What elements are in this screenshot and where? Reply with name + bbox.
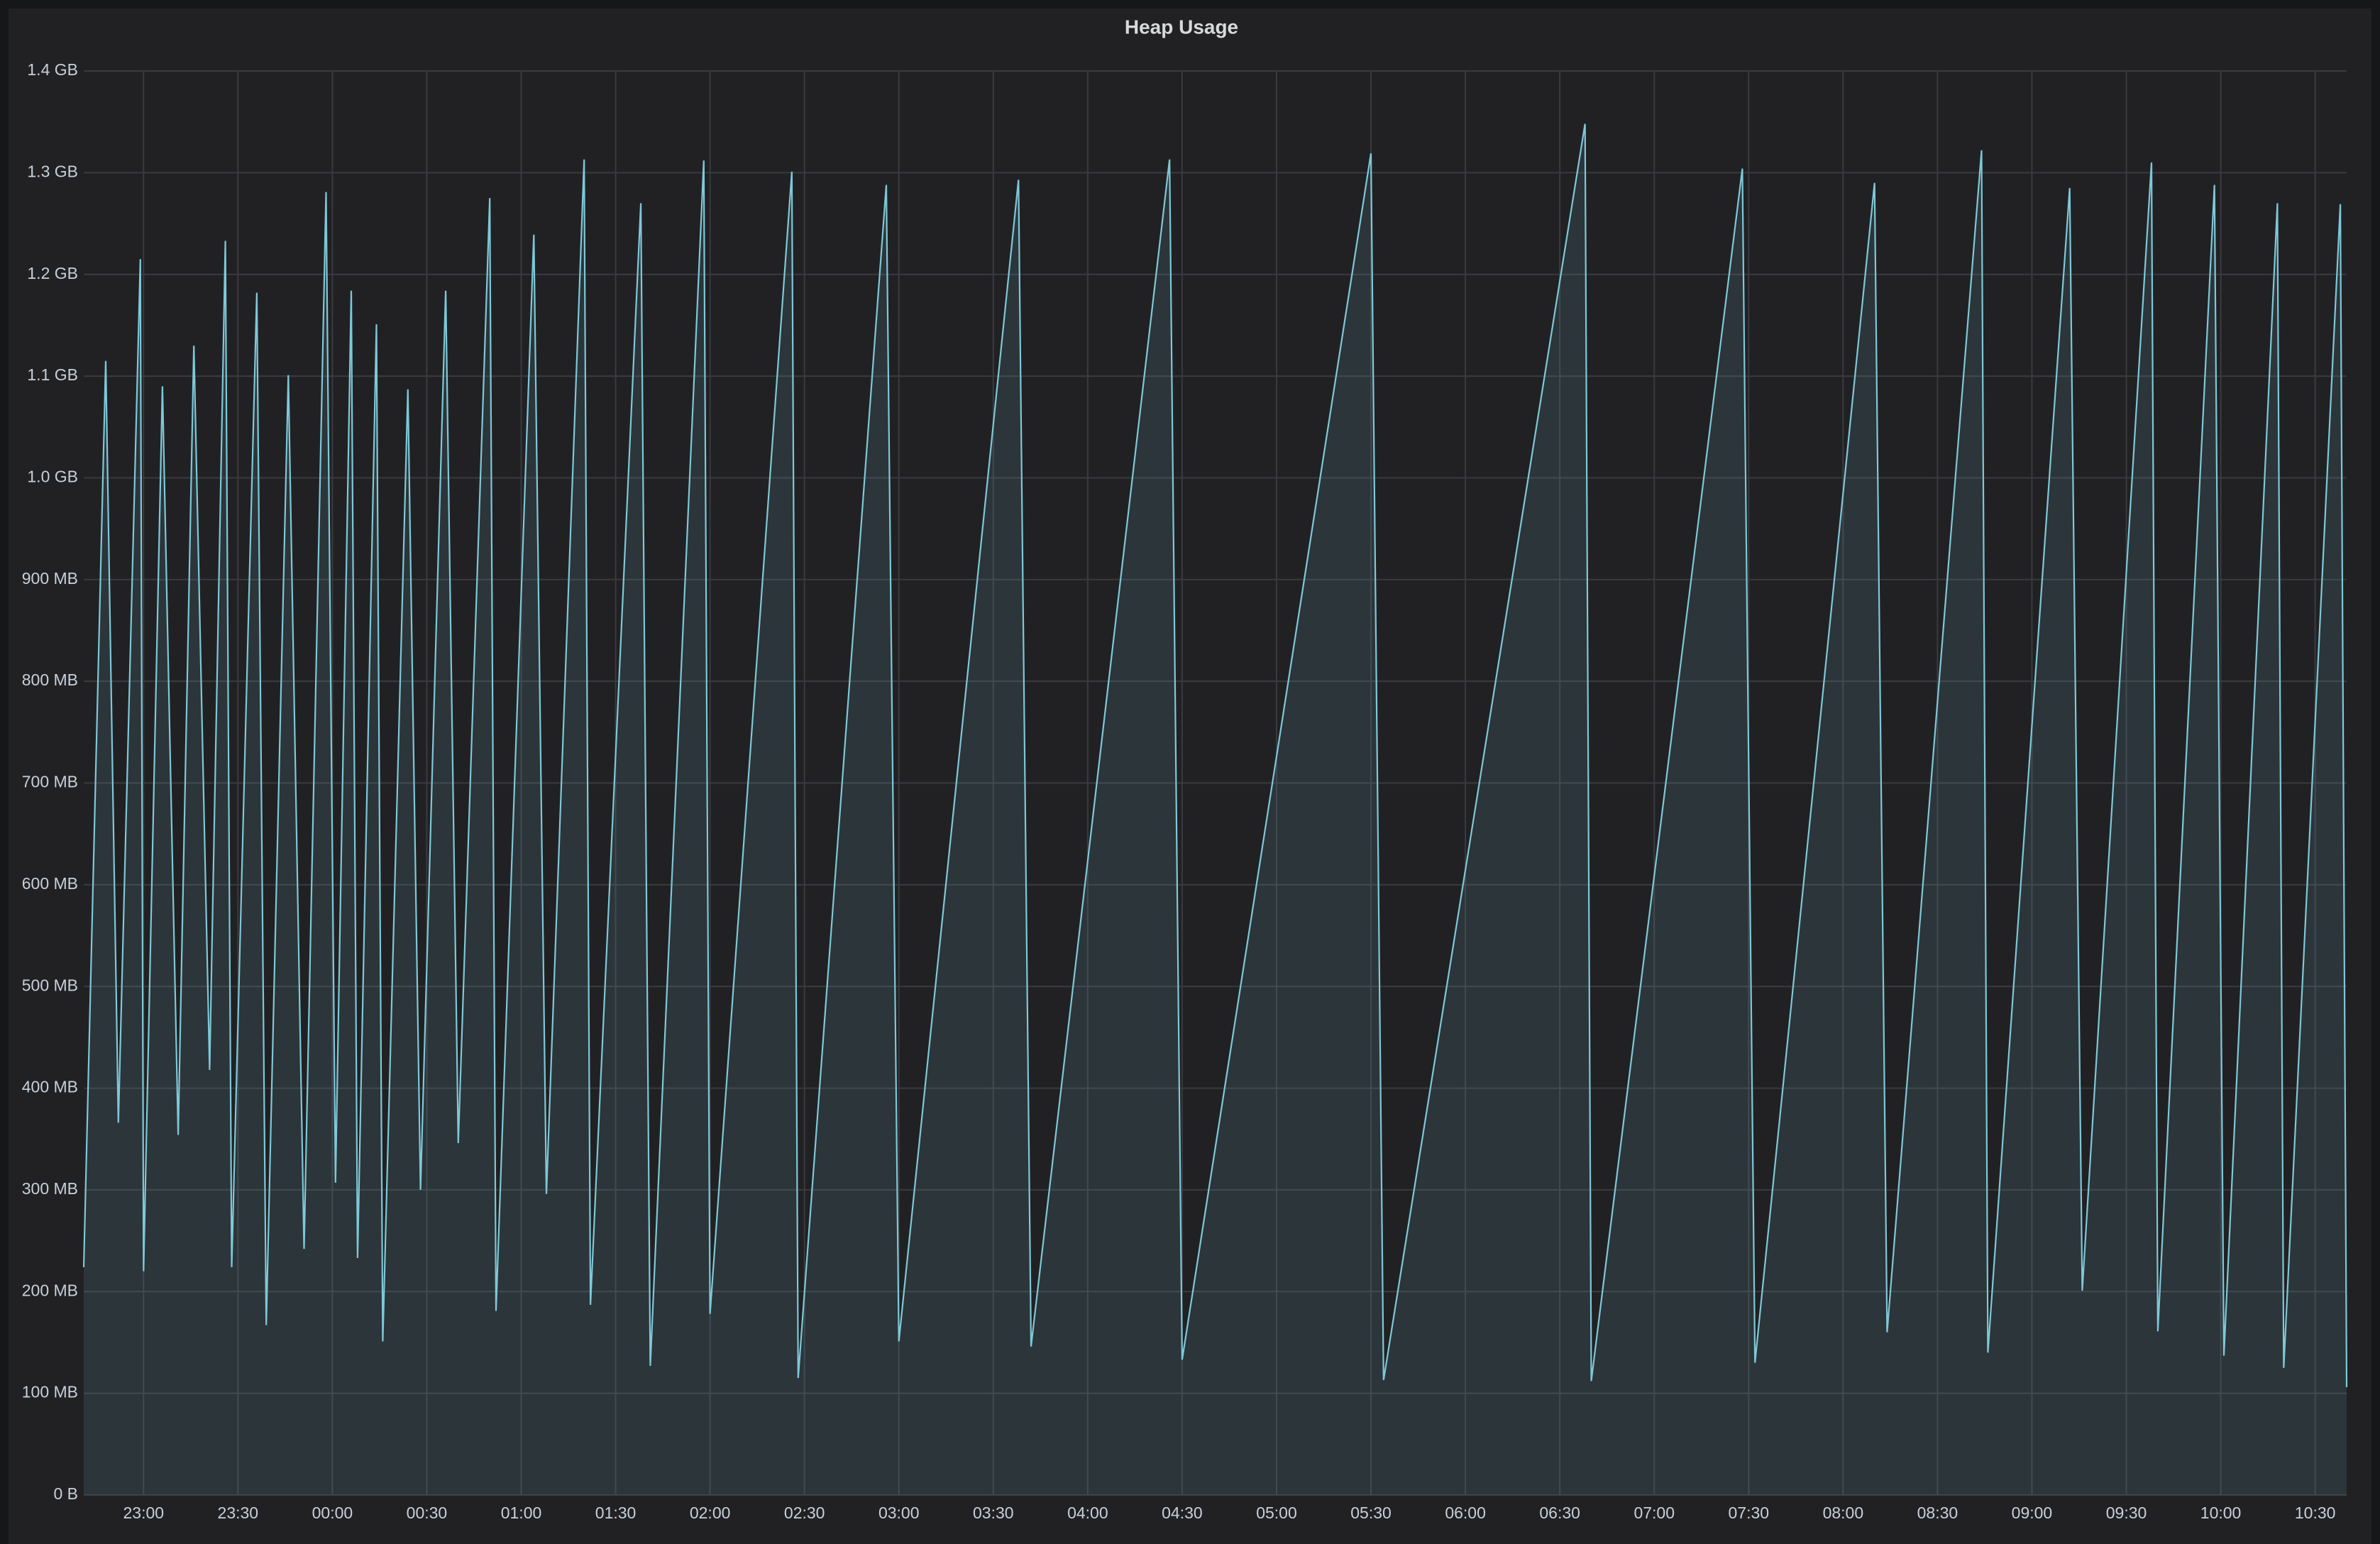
y-tick-label: 1.2 GB (27, 264, 78, 282)
panel (9, 9, 2371, 1544)
y-tick-label: 1.3 GB (27, 162, 78, 180)
y-tick-label: 900 MB (22, 569, 78, 588)
x-tick-label: 23:30 (218, 1504, 259, 1522)
x-tick-label: 03:30 (973, 1504, 1014, 1522)
y-tick-label: 300 MB (22, 1179, 78, 1198)
x-tick-label: 08:30 (1917, 1504, 1958, 1522)
x-tick-label: 05:30 (1350, 1504, 1392, 1522)
area-fill (84, 123, 2347, 1495)
x-tick-label: 10:00 (2200, 1504, 2242, 1522)
x-tick-label: 09:30 (2106, 1504, 2147, 1522)
y-tick-label: 800 MB (22, 671, 78, 689)
x-tick-label: 02:30 (784, 1504, 825, 1522)
x-tick-label: 00:30 (407, 1504, 448, 1522)
x-tick-label: 02:00 (690, 1504, 731, 1522)
x-tick-label: 06:00 (1445, 1504, 1486, 1522)
x-tick-label: 07:00 (1634, 1504, 1675, 1522)
x-tick-label: 05:00 (1256, 1504, 1297, 1522)
x-tick-label: 01:00 (501, 1504, 542, 1522)
y-tick-label: 1.1 GB (27, 365, 78, 384)
y-tick-label: 500 MB (22, 976, 78, 994)
x-tick-label: 07:30 (1729, 1504, 1770, 1522)
y-tick-label: 600 MB (22, 874, 78, 893)
x-tick-label: 08:00 (1823, 1504, 1864, 1522)
x-tick-label: 10:30 (2295, 1504, 2336, 1522)
x-tick-label: 04:30 (1162, 1504, 1203, 1522)
x-tick-label: 01:30 (595, 1504, 637, 1522)
x-tick-label: 04:00 (1067, 1504, 1108, 1522)
x-tick-label: 00:00 (312, 1504, 353, 1522)
y-tick-label: 0 B (53, 1484, 78, 1503)
y-tick-label: 400 MB (22, 1078, 78, 1096)
y-tick-label: 1.4 GB (27, 60, 78, 79)
y-tick-label: 100 MB (22, 1383, 78, 1401)
y-tick-label: 700 MB (22, 773, 78, 791)
line (82, 123, 2348, 1388)
x-tick-label: 09:00 (2012, 1504, 2053, 1522)
x-tick-label: 03:00 (878, 1504, 920, 1522)
y-tick-label: 1.0 GB (27, 468, 78, 486)
x-tick-label: 06:30 (1539, 1504, 1580, 1522)
y-tick-label: 200 MB (22, 1281, 78, 1299)
chart-title: Heap Usage (1125, 16, 1238, 38)
x-tick-label: 23:00 (123, 1504, 164, 1522)
